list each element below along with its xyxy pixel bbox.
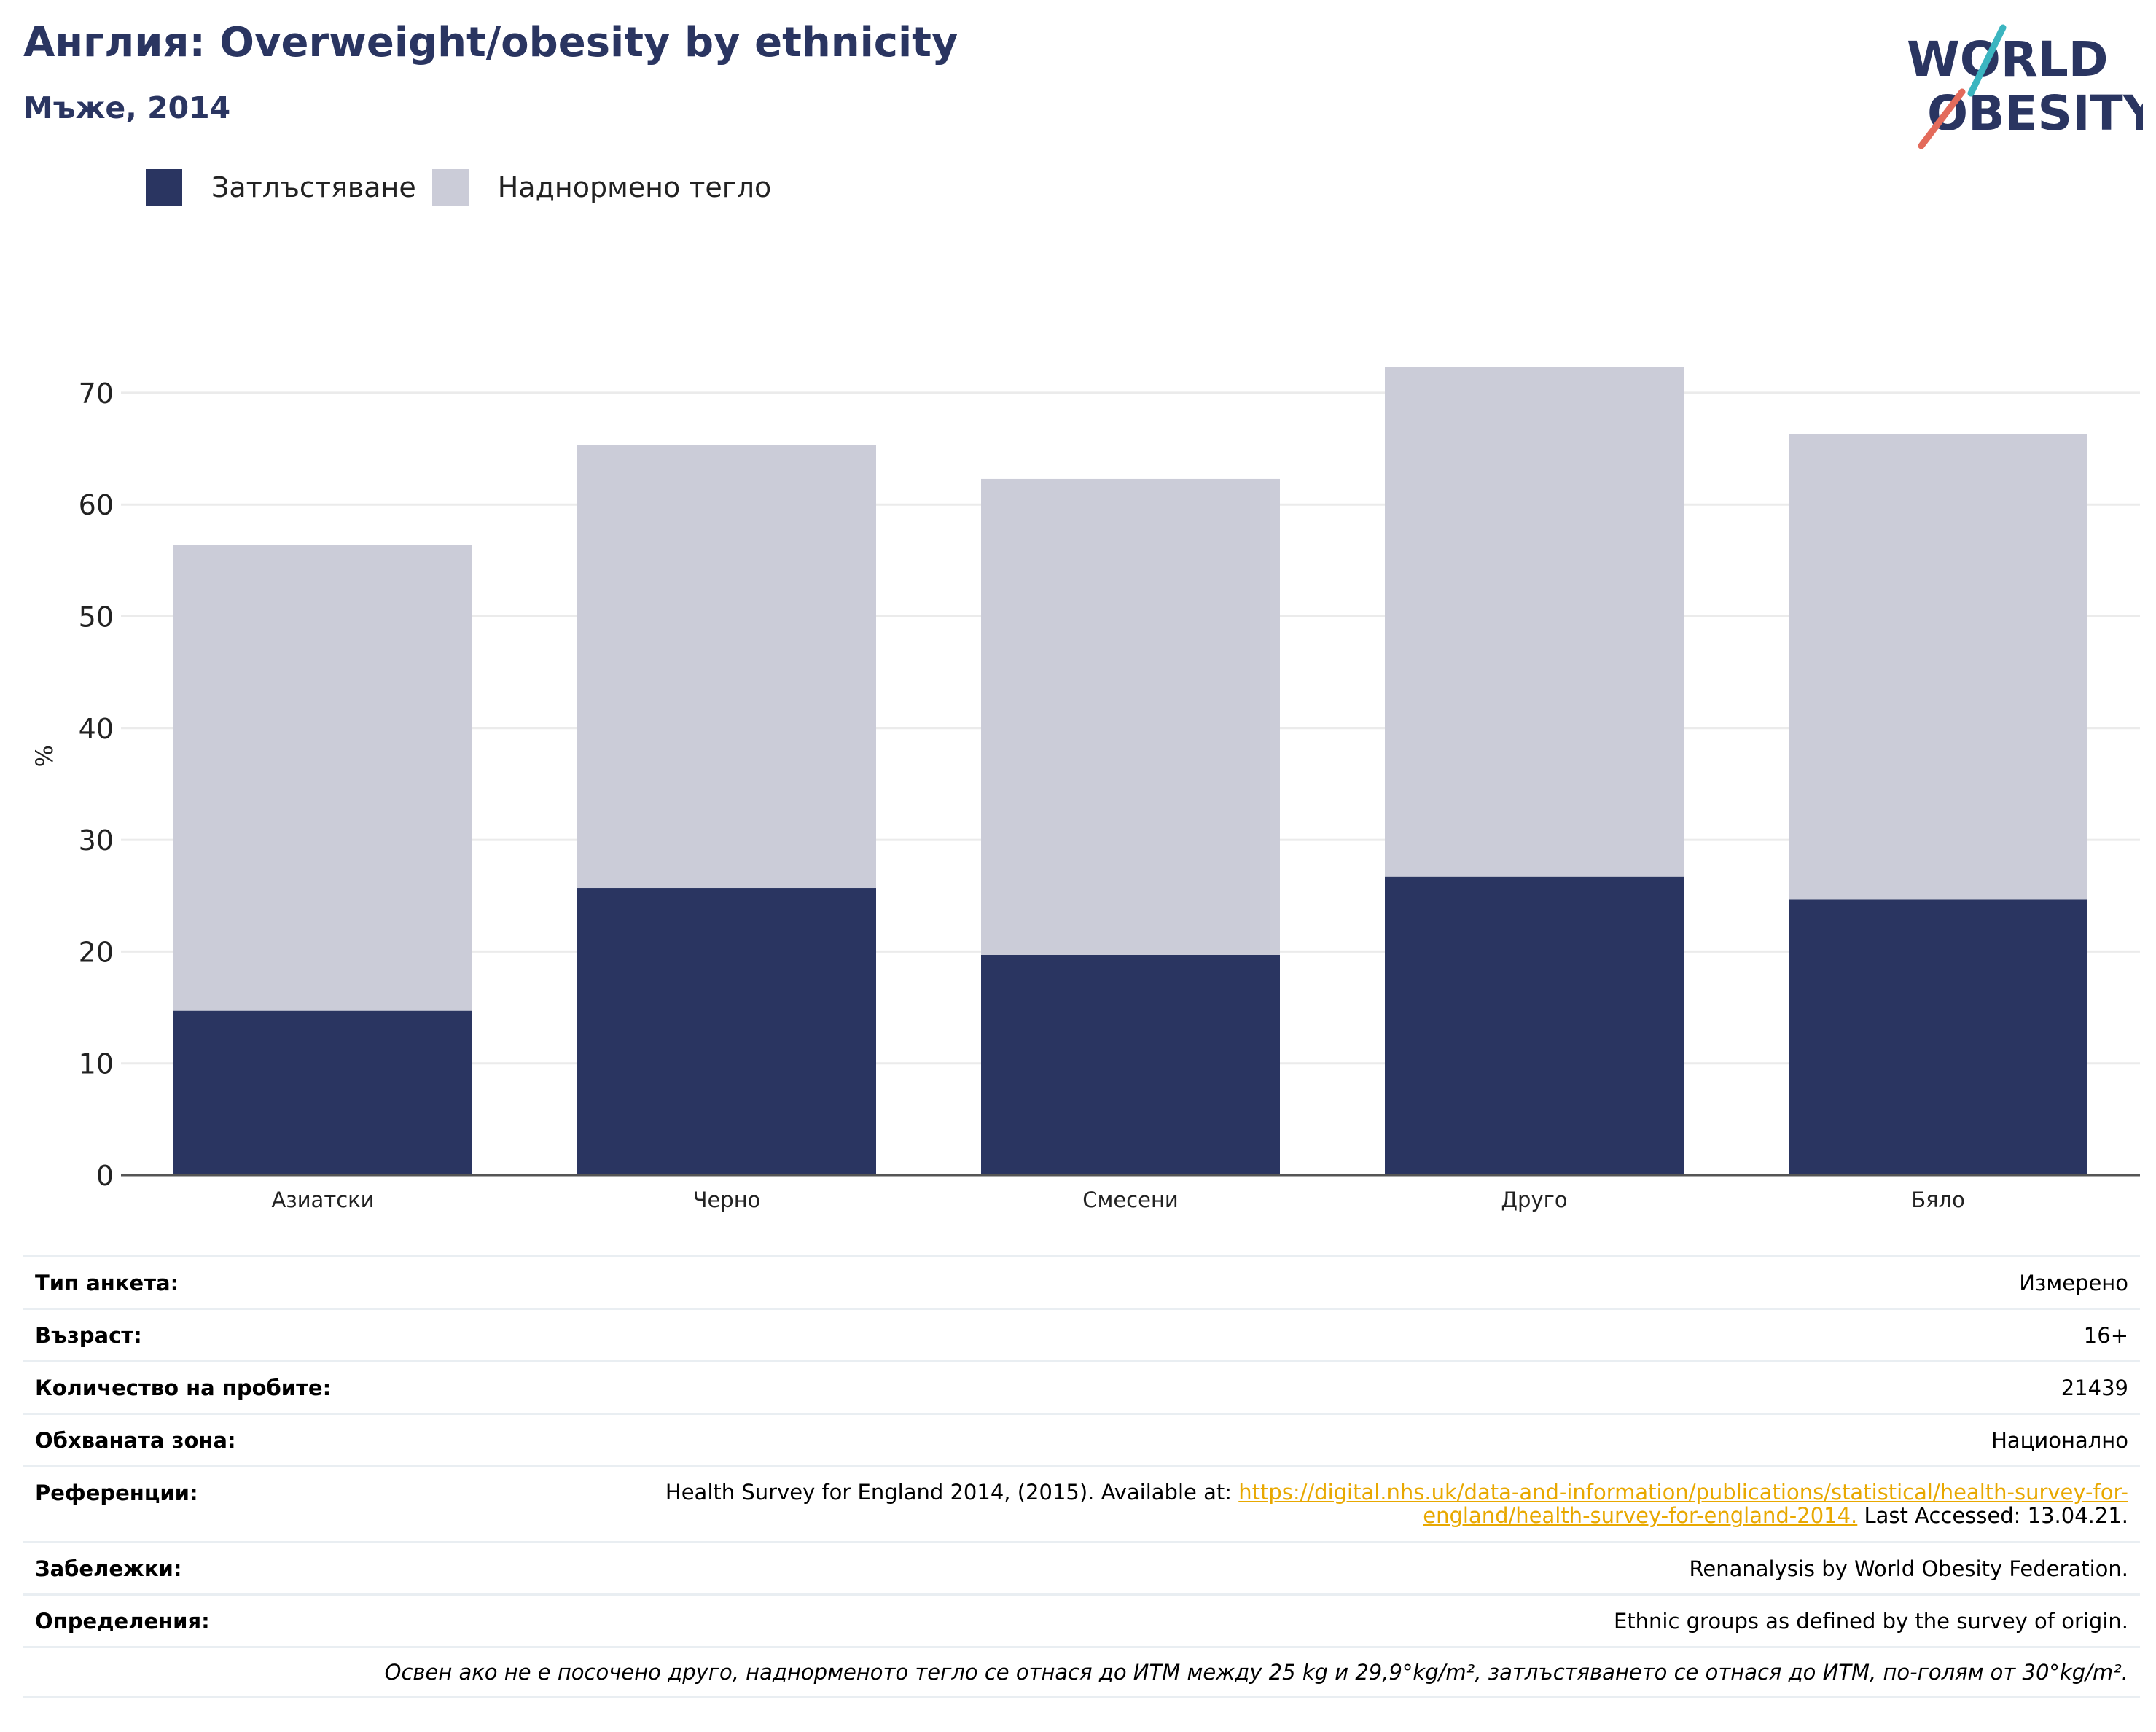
bar-obesity	[981, 954, 1280, 1175]
y-tick-label: 40	[79, 713, 114, 745]
y-tick-label: 0	[96, 1160, 114, 1192]
world-obesity-logo: WORLD OBESITY	[1907, 24, 2143, 149]
info-label: Референции:	[35, 1481, 198, 1505]
info-label: Количество на пробите:	[35, 1375, 332, 1400]
info-row-notes: Забележки: Renanalysis by World Obesity …	[23, 1541, 2140, 1593]
chart-legend: Затлъстяване Наднормено тегло	[146, 168, 787, 207]
x-tick-label: Друго	[1501, 1187, 1567, 1212]
bar-obesity	[1789, 899, 2087, 1175]
info-row-age: Възраст: 16+	[23, 1308, 2140, 1360]
references-text: Health Survey for England 2014, (2015). …	[665, 1480, 1232, 1505]
info-table: Тип анкета: Измерено Възраст: 16+ Количе…	[23, 1255, 2140, 1698]
info-row-survey-type: Тип анкета: Измерено	[23, 1255, 2140, 1308]
legend-item-obesity[interactable]: Затлъстяване	[146, 169, 416, 206]
x-tick-label: Смесени	[1082, 1187, 1179, 1212]
page-title: Англия: Overweight/obesity by ethnicity	[23, 19, 958, 66]
bar-overweight	[1385, 367, 1684, 877]
info-row-references: Референции: Health Survey for England 20…	[23, 1465, 2140, 1541]
legend-swatch-overweight	[431, 169, 469, 206]
y-tick-label: 70	[79, 378, 114, 410]
info-value: Ethnic groups as defined by the survey o…	[1613, 1608, 2128, 1634]
info-value: 16+	[2083, 1322, 2128, 1348]
legend-swatch-obesity	[146, 169, 182, 206]
bar-obesity	[1385, 876, 1684, 1175]
y-tick-label: 60	[79, 489, 114, 521]
page-subtitle: Мъже, 2014	[23, 90, 231, 125]
info-value: Национално	[1991, 1427, 2128, 1453]
y-tick-label: 50	[79, 601, 114, 633]
info-label: Тип анкета:	[35, 1270, 179, 1295]
x-tick-label: Азиатски	[271, 1187, 374, 1212]
stacked-bar-chart: 0 10 20 30 40 50 60 70% Азиатски Черно Смесени Друг…	[31, 367, 2140, 1212]
info-label: Определения:	[35, 1608, 210, 1634]
legend-item-overweight[interactable]: Наднормено тегло	[431, 169, 772, 206]
x-tick-label: Черно	[693, 1187, 761, 1212]
bar-overweight	[173, 545, 472, 1011]
y-tick-label: 20	[79, 936, 114, 968]
info-value: Renanalysis by World Obesity Federation.	[1689, 1556, 2128, 1581]
bar-overweight	[981, 478, 1280, 955]
bar-overweight	[577, 445, 876, 889]
y-tick-label: 10	[79, 1048, 114, 1080]
references-accessed: Last Accessed: 13.04.21.	[1864, 1503, 2129, 1528]
x-tick-label: Бяло	[1911, 1187, 1965, 1212]
references-link-part2[interactable]: england/health-survey-for-england-2014.	[1423, 1503, 1858, 1528]
info-label: Обхваната зона:	[35, 1427, 236, 1453]
legend-label-overweight: Наднормено тегло	[497, 171, 772, 203]
info-row-footnote: Освен ако не е посочено друго, наднормен…	[23, 1646, 2140, 1698]
bar-obesity	[173, 1010, 472, 1175]
info-value: Измерено	[2019, 1270, 2128, 1295]
info-label: Забележки:	[35, 1556, 182, 1581]
bar-obesity	[577, 888, 876, 1175]
svg-text:WORLD: WORLD	[1907, 31, 2109, 87]
references-value: Health Survey for England 2014, (2015). …	[665, 1481, 2128, 1527]
info-value: 21439	[2061, 1375, 2128, 1400]
info-row-area: Обхваната зона: Национално	[23, 1413, 2140, 1465]
info-row-sample-size: Количество на пробите: 21439	[23, 1360, 2140, 1413]
legend-label-obesity: Затлъстяване	[211, 171, 416, 203]
y-tick-label: 30	[79, 824, 114, 857]
info-row-definitions: Определения: Ethnic groups as defined by…	[23, 1593, 2140, 1646]
footnote: Освен ако не е посочено друго, наднормен…	[384, 1660, 2128, 1685]
y-axis-label: %	[31, 745, 58, 767]
references-link-part1[interactable]: https://digital.nhs.uk/data-and-informat…	[1238, 1480, 2128, 1505]
bar-overweight	[1789, 434, 2087, 900]
info-label: Възраст:	[35, 1322, 142, 1348]
